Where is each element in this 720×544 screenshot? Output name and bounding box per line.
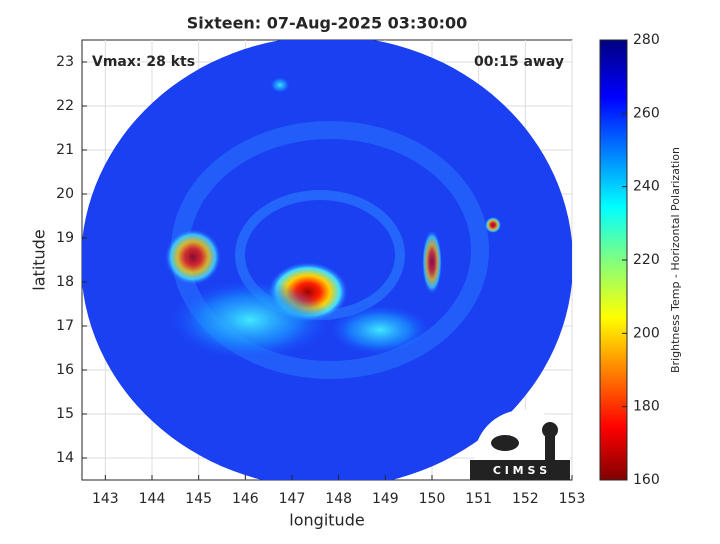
y-tick-label: 21 (56, 142, 74, 158)
colorbar-label: Brightness Temp - Horizontal Polarizatio… (669, 147, 682, 373)
x-axis-label: longitude (289, 511, 364, 530)
colorbar-tick-label: 200 (633, 325, 660, 341)
x-tick-label: 151 (465, 491, 492, 507)
y-axis-label: latitude (30, 229, 49, 290)
colorbar-tick-label: 260 (633, 105, 660, 121)
y-tick-label: 14 (56, 450, 74, 466)
x-tick-label: 149 (372, 491, 399, 507)
y-tick-label: 19 (56, 230, 74, 246)
colorbar-tick-label: 180 (633, 399, 660, 415)
x-tick-label: 144 (139, 491, 166, 507)
y-tick-label: 17 (56, 318, 74, 334)
colorbar-tick-label: 240 (633, 179, 660, 195)
logo-text: C I M S S (493, 464, 547, 477)
y-tick-label: 23 (56, 54, 74, 70)
y-tick-label: 20 (56, 186, 74, 202)
x-tick-label: 152 (512, 491, 539, 507)
x-tick-label: 143 (92, 491, 119, 507)
annotation: 00:15 away (474, 54, 564, 70)
satellite-image (82, 40, 572, 480)
x-tick-label: 153 (559, 491, 586, 507)
x-tick-label: 145 (185, 491, 212, 507)
y-tick-label: 22 (56, 98, 74, 114)
x-tick-label: 148 (325, 491, 352, 507)
y-tick-label: 18 (56, 274, 74, 290)
chart-title: Sixteen: 07-Aug-2025 03:30:00 (187, 14, 468, 33)
annotation: Vmax: 28 kts (92, 54, 195, 70)
cimss-logo: C I M S S (470, 409, 570, 480)
y-tick-label: 16 (56, 362, 74, 378)
y-tick-label: 15 (56, 406, 74, 422)
x-tick-label: 146 (232, 491, 259, 507)
x-tick-label: 150 (419, 491, 446, 507)
colorbar-tick-label: 160 (633, 472, 660, 488)
colorbar-tick-label: 280 (633, 32, 660, 48)
colorbar-tick-label: 220 (633, 252, 660, 268)
x-tick-label: 147 (279, 491, 306, 507)
